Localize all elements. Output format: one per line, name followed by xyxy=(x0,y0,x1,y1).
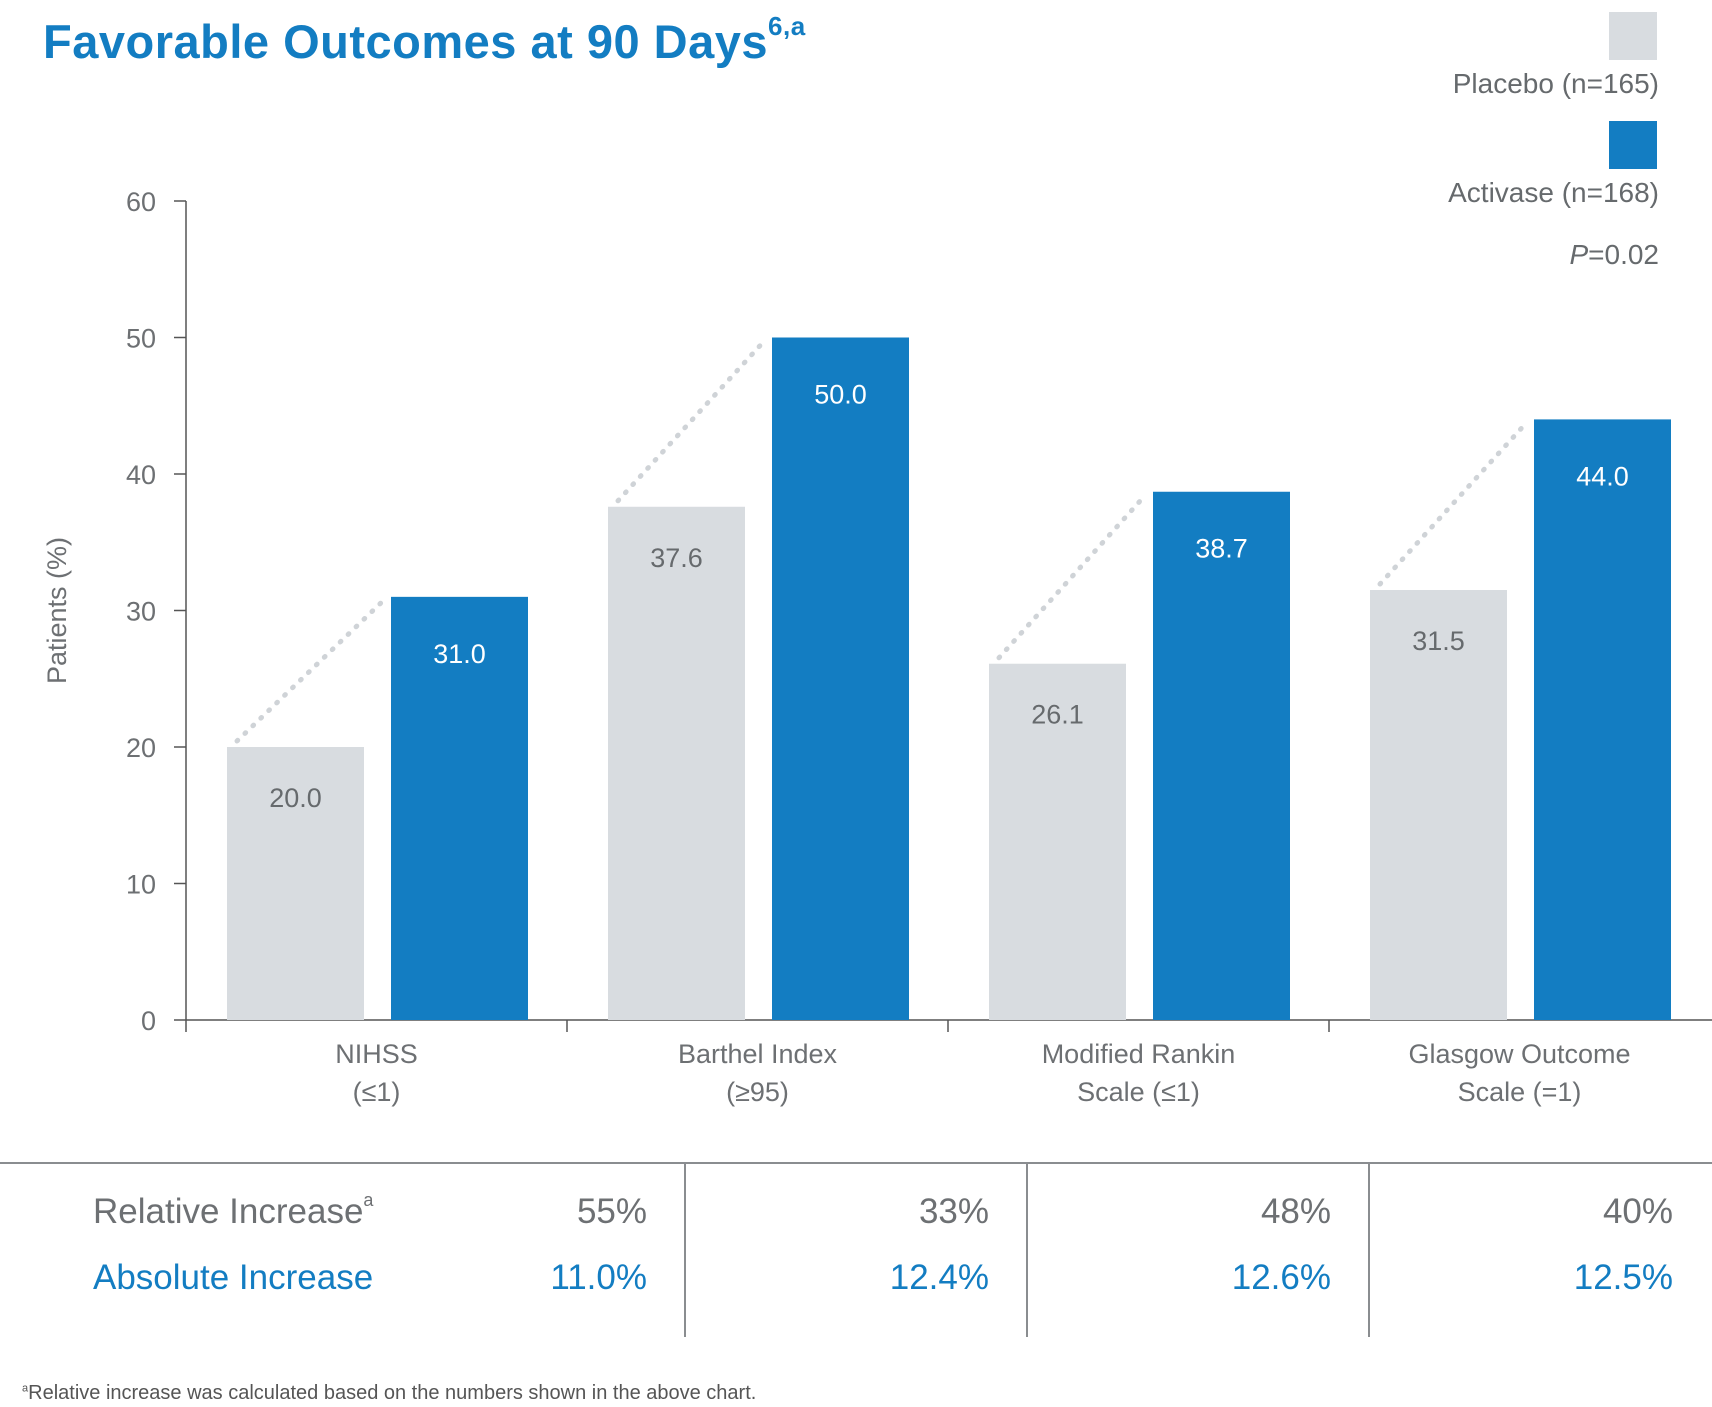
x-category-sublabel: Scale (≤1) xyxy=(1077,1077,1200,1107)
legend-swatch-placebo xyxy=(1609,12,1657,60)
data-label-placebo: 20.0 xyxy=(269,783,322,813)
title-superscript: 6,a xyxy=(768,11,806,42)
table-separator xyxy=(1368,1164,1370,1337)
absolute-increase-value: 12.6% xyxy=(1231,1258,1331,1297)
p-value: P=0.02 xyxy=(1569,239,1659,270)
trend-connector xyxy=(996,495,1146,661)
data-label-activase: 31.0 xyxy=(433,639,486,669)
y-tick-label: 20 xyxy=(126,733,156,763)
y-tick-label: 30 xyxy=(126,597,156,627)
y-tick-label: 0 xyxy=(141,1006,156,1036)
bar-placebo xyxy=(227,747,364,1020)
relative-increase-value: 33% xyxy=(918,1192,989,1231)
x-category-label: Barthel Index xyxy=(678,1039,838,1069)
x-category-sublabel: Scale (=1) xyxy=(1458,1077,1582,1107)
bar-activase xyxy=(772,337,909,1020)
increase-table: Relative Increasea Absolute Increase 55%… xyxy=(0,1162,1712,1337)
x-category-label: NIHSS xyxy=(335,1039,418,1069)
x-category-label: Glasgow Outcome xyxy=(1408,1039,1630,1069)
bar-activase xyxy=(1153,491,1290,1020)
bar-placebo xyxy=(608,506,745,1020)
absolute-increase-value: 12.5% xyxy=(1573,1258,1673,1297)
relative-increase-value: 48% xyxy=(1260,1192,1331,1231)
y-axis-label: Patients (%) xyxy=(42,537,72,684)
legend-label-activase: Activase (n=168) xyxy=(1448,177,1659,208)
bar-placebo xyxy=(989,663,1126,1020)
x-category-sublabel: (≥95) xyxy=(726,1077,789,1107)
bar-chart: 0 10 20 30 40 50 60 Patients (%) 20.0 31.0 NIHSS (≤… xyxy=(42,187,1712,1107)
bar-activase xyxy=(1534,419,1671,1020)
data-label-activase: 44.0 xyxy=(1576,461,1629,491)
relative-increase-label: Relative Increasea xyxy=(93,1190,374,1231)
absolute-increase-value: 11.0% xyxy=(550,1258,647,1297)
data-label-placebo: 37.6 xyxy=(650,543,703,573)
y-tick-label: 50 xyxy=(126,324,156,354)
data-label-activase: 38.7 xyxy=(1195,534,1248,564)
chart-title: Favorable Outcomes at 90 Days6,a xyxy=(43,11,806,68)
x-category-sublabel: (≤1) xyxy=(353,1077,401,1107)
data-label-placebo: 31.5 xyxy=(1412,626,1465,656)
bar-placebo xyxy=(1370,590,1507,1020)
data-label-activase: 50.0 xyxy=(814,380,867,410)
bar-activase xyxy=(391,596,528,1020)
x-category-label: Modified Rankin xyxy=(1042,1039,1236,1069)
trend-connector xyxy=(1377,422,1527,587)
table-separator xyxy=(1026,1164,1028,1337)
relative-increase-value: 55% xyxy=(576,1192,647,1231)
data-label-placebo: 26.1 xyxy=(1031,700,1084,730)
y-tick-label: 60 xyxy=(126,187,156,217)
trend-connector xyxy=(615,341,765,504)
absolute-increase-label: Absolute Increase xyxy=(93,1258,374,1297)
y-tick-label: 10 xyxy=(126,870,156,900)
trend-connector xyxy=(234,600,384,744)
legend-swatch-activase xyxy=(1609,121,1657,169)
table-separator xyxy=(684,1164,686,1337)
footnote: aRelative increase was calculated based … xyxy=(22,1382,757,1404)
relative-increase-value: 40% xyxy=(1602,1192,1673,1231)
y-tick-label: 40 xyxy=(126,460,156,490)
absolute-increase-value: 12.4% xyxy=(889,1258,989,1297)
legend-label-placebo: Placebo (n=165) xyxy=(1452,68,1659,99)
